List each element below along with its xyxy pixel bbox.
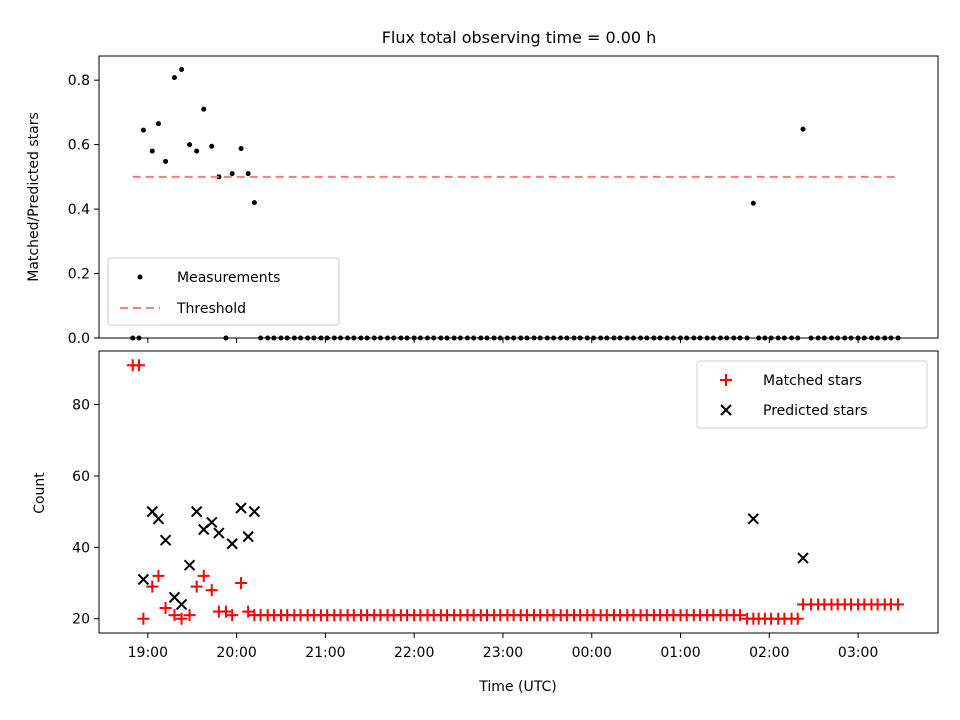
top-legend-box: [107, 257, 340, 326]
bottom-x-axis-label: Time (UTC): [478, 679, 556, 695]
matched-stars-point: [190, 580, 203, 593]
predicted-stars-point: [159, 534, 172, 546]
measurements-point: [179, 67, 185, 73]
measurements-point: [245, 171, 251, 177]
legend-label-predicted-stars: Predicted stars: [763, 403, 868, 419]
measurements-point: [800, 126, 806, 132]
measurements-point: [209, 143, 215, 149]
predicted-stars-point: [137, 573, 150, 586]
measurements-point: [238, 145, 244, 151]
matched-stars-point: [132, 359, 145, 372]
x-tick-label: 00:00: [572, 645, 612, 661]
matched-stars-point: [159, 602, 172, 615]
top-y-axis: 0.0 0.2 0.4 0.6 0.8: [68, 73, 99, 347]
legend-label-threshold: Threshold: [176, 301, 246, 317]
bottom-panel: 20 40 60 80 19:00 20:00 21:00 22:00 23:00 00:00 0…: [32, 350, 939, 695]
legend-marker-matched-stars: [720, 374, 732, 386]
bottom-legend: Matched stars Predicted stars: [696, 360, 928, 429]
predicted-stars-point: [248, 505, 261, 518]
measurements-point: [216, 174, 222, 180]
x-tick-label: 22:00: [394, 645, 434, 661]
predicted-stars-point: [797, 552, 809, 564]
y-tick-label: 0.6: [68, 138, 90, 154]
measurements-point: [201, 106, 207, 112]
measurements-point: [155, 121, 161, 127]
predicted-stars-point: [235, 502, 247, 514]
matched-stars-point: [146, 580, 159, 593]
predicted-stars-point: [190, 505, 203, 518]
legend-label-measurements: Measurements: [177, 270, 280, 286]
y-tick-label: 0.8: [68, 73, 90, 89]
y-tick-label: 60: [72, 469, 90, 485]
legend-label-matched-stars: Matched stars: [763, 373, 862, 389]
x-tick-label: 23:00: [483, 645, 523, 661]
x-tick-label: 03:00: [838, 645, 878, 661]
top-panel: 0.00.20.40.60.8 Matched/Predicted stars …: [26, 55, 939, 347]
predicted-stars-point: [242, 530, 254, 543]
x-tick-label: 20:00: [216, 645, 256, 661]
top-axes-frame: [98, 55, 939, 339]
matched-stars-point: [168, 609, 181, 622]
matched-stars-point: [152, 569, 165, 582]
y-tick-label: 0.0: [68, 331, 90, 347]
matched-stars-point: [197, 569, 210, 582]
matched-stars-point: [175, 612, 188, 625]
figure-title: Flux total observing time = 0.00 h: [382, 28, 657, 47]
x-tick-label: 02:00: [749, 645, 789, 661]
y-tick-label: 80: [72, 398, 90, 414]
predicted-stars-point: [747, 513, 760, 525]
bottom-axes-frame: [98, 350, 939, 634]
matched-stars-point: [205, 584, 218, 597]
matched-stars-point: [791, 612, 804, 625]
x-tick-label: 19:00: [128, 645, 168, 661]
matched-stars-point: [219, 605, 232, 618]
predicted-stars-point: [226, 538, 238, 550]
legend-marker-predicted-stars: [720, 404, 732, 416]
y-tick-label: 20: [72, 612, 90, 628]
measurements-point: [171, 75, 177, 81]
predicted-stars-point: [152, 513, 165, 525]
matched-stars-point: [734, 609, 747, 622]
measurements-point: [140, 127, 146, 133]
legend-marker-measurements: [137, 274, 143, 280]
y-tick-label: 40: [72, 540, 90, 556]
predicted-stars-point: [183, 559, 196, 571]
measurements-point: [229, 171, 235, 177]
bottom-x-axis: 19:00 20:00 21:00 22:00 23:00 00:00 01:00 02:00…: [128, 633, 878, 661]
top-y-axis-label: Matched/Predicted stars: [26, 112, 42, 282]
y-tick-label: 0.2: [68, 267, 90, 283]
matched-stars-point: [235, 577, 248, 590]
matched-stars-point: [183, 609, 196, 622]
x-tick-label: 21:00: [305, 645, 345, 661]
bottom-marks: [126, 359, 905, 625]
measurements-point: [149, 148, 155, 154]
matched-stars-point: [226, 609, 239, 622]
y-tick-label: 0.4: [68, 202, 90, 218]
predicted-stars-point: [213, 527, 225, 539]
predicted-stars-point: [175, 598, 188, 611]
predicted-stars-point: [206, 516, 218, 529]
measurements-point: [750, 200, 756, 206]
top-legend: Measurements Threshold: [107, 257, 340, 326]
measurements-point: [251, 200, 257, 206]
bottom-y-axis: 20 40 60 80: [72, 398, 99, 628]
x-tick-label: 01:00: [660, 645, 700, 661]
measurements-point: [194, 148, 200, 154]
matched-stars-point: [137, 612, 150, 625]
top-x-axis: [147, 338, 859, 343]
bottom-y-axis-label: Count: [32, 472, 48, 514]
bottom-legend-box: [696, 360, 928, 429]
matched-stars-point: [242, 605, 255, 618]
measurements-point: [163, 158, 169, 164]
measurements-point: [187, 142, 193, 148]
matched-stars-point: [892, 598, 905, 611]
